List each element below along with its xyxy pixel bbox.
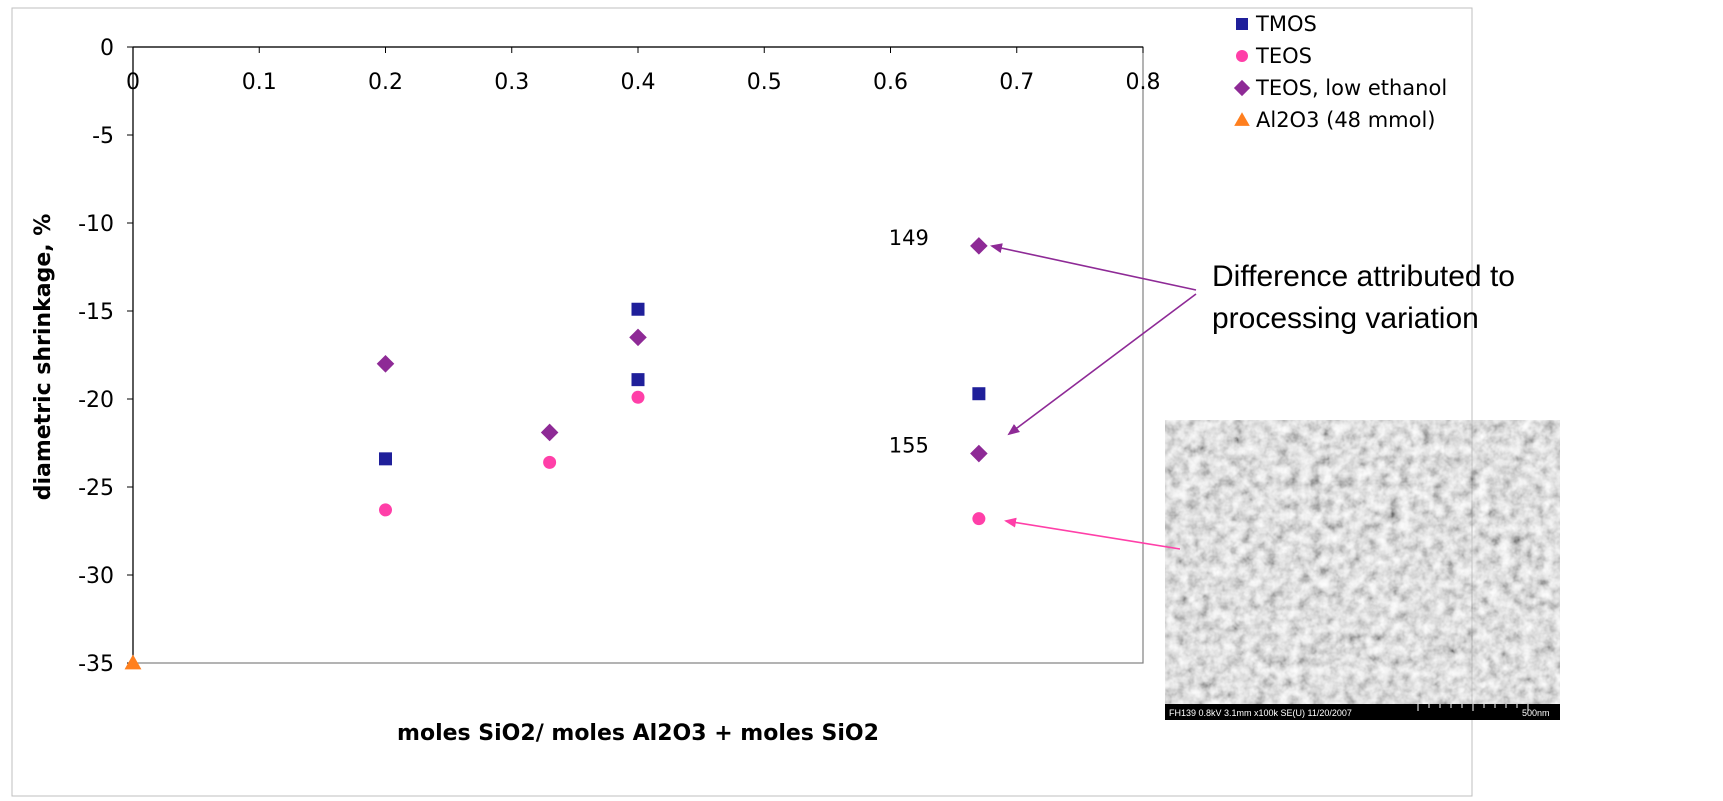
y-tick-label: 0: [100, 36, 114, 61]
callout-line-1: Difference attributed to: [1212, 260, 1515, 293]
x-tick-label: 0.7: [999, 70, 1034, 95]
series-teos-low-ethanol: [376, 237, 988, 463]
x-tick-label: 0.1: [242, 70, 277, 95]
arrow-to-155: [1007, 293, 1197, 436]
arrow-to-teos-point: [1004, 517, 1181, 550]
legend-label: Al2O3 (48 mmol): [1256, 108, 1436, 132]
y-axis-title: diametric shrinkage, %: [31, 214, 56, 501]
x-tick-label: 0.4: [621, 70, 656, 95]
x-tick-label: 0.6: [873, 70, 908, 95]
data-point: [379, 503, 392, 517]
data-point: [631, 373, 645, 387]
y-tick-label: -5: [92, 124, 114, 149]
x-axis-title: moles SiO2/ moles Al2O3 + moles SiO2: [397, 721, 879, 746]
legend: TMOS TEOS TEOS, low ethanol Al2O3 (48 mmol…: [1233, 12, 1447, 132]
data-point: [540, 423, 559, 442]
sem-caption: FH139 0.8kV 3.1mm x100k SE(U) 11/20/2007: [1169, 708, 1352, 718]
x-tick-label: 0: [126, 70, 140, 95]
sem-image: [1165, 420, 1560, 720]
legend-item: Al2O3 (48 mmol): [1234, 108, 1436, 132]
callout-line-2: processing variation: [1212, 302, 1479, 335]
data-point: [124, 654, 142, 670]
data-point: [972, 512, 986, 526]
legend-marker: [1236, 18, 1248, 30]
sem-info-bar: [1165, 704, 1560, 720]
data-point: [376, 355, 395, 373]
legend-item: TMOS: [1236, 12, 1317, 36]
y-tick-label: -20: [78, 388, 114, 413]
data-point: [970, 237, 988, 255]
axes: 0 0.1 0.2 0.3 0.4 0.5 0.6 0.7 0.8 0 -5 -10 -15 -20 -25…: [78, 36, 1160, 677]
data-point: [629, 328, 647, 347]
series-teos: [379, 390, 986, 526]
legend-marker: [1233, 79, 1251, 97]
data-point: [543, 455, 557, 469]
point-label: 155: [889, 434, 929, 458]
legend-marker: [1236, 50, 1248, 62]
legend-item: TEOS: [1236, 44, 1312, 68]
x-tick-label: 0.2: [368, 70, 403, 95]
point-annotations: 149 155: [889, 226, 929, 458]
sem-scale-ticks: [1417, 704, 1529, 711]
sem-scale-label: 500nm: [1522, 708, 1550, 718]
legend-label: TMOS: [1255, 12, 1317, 36]
y-tick-label: -30: [78, 564, 114, 589]
data-point: [631, 302, 645, 316]
y-tick-label: -10: [78, 212, 114, 237]
y-tick-label: -35: [78, 652, 114, 677]
data-point: [379, 452, 392, 466]
y-tick-label: -15: [78, 300, 114, 325]
data-point: [972, 387, 986, 401]
series-al2o3-48-mmol: [124, 654, 142, 670]
x-tick-label: 0.5: [747, 70, 782, 95]
legend-marker: [1234, 112, 1250, 126]
sem-micrograph: FH139 0.8kV 3.1mm x100k SE(U) 11/20/2007…: [1165, 420, 1560, 720]
legend-item: TEOS, low ethanol: [1233, 76, 1447, 100]
data-marks: [124, 237, 988, 670]
arrow-to-149: [990, 243, 1197, 291]
legend-label: TEOS, low ethanol: [1255, 76, 1447, 100]
data-point: [970, 444, 988, 463]
point-label: 149: [889, 226, 929, 250]
series-tmos: [379, 302, 986, 466]
legend-label: TEOS: [1255, 44, 1312, 68]
plot-area: [132, 46, 1144, 664]
y-tick-label: -25: [78, 476, 114, 501]
x-tick-label: 0.8: [1126, 70, 1161, 95]
x-tick-label: 0.3: [494, 70, 529, 95]
chart-area-frame: [11, 7, 1473, 797]
data-point: [631, 390, 645, 404]
